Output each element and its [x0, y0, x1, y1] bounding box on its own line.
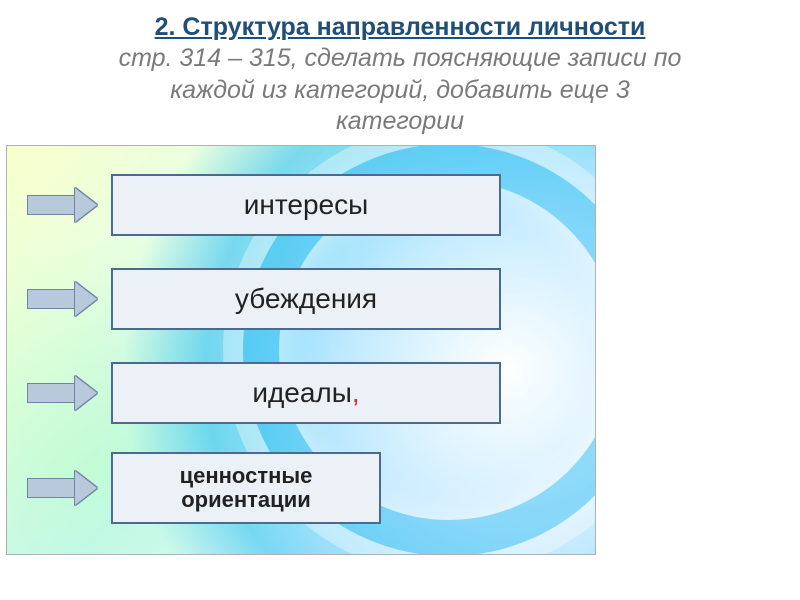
diagram-row: идеалы,	[27, 362, 501, 424]
diagram-wrap: интересы убеждения идеалы, ценностные ориен…	[0, 145, 800, 600]
category-box: идеалы,	[111, 362, 501, 424]
arrow-icon	[27, 471, 97, 505]
category-label: интересы	[244, 190, 368, 221]
diagram-row: ценностные ориентации	[27, 452, 381, 524]
category-label: идеалы	[252, 378, 352, 409]
category-box: убеждения	[111, 268, 501, 330]
diagram-row: интересы	[27, 174, 501, 236]
diagram-row: убеждения	[27, 268, 501, 330]
trailing-comma: ,	[352, 378, 360, 409]
slide-subtitle-line2: каждой из категорий, добавить еще 3	[40, 75, 760, 106]
structure-diagram: интересы убеждения идеалы, ценностные ориен…	[6, 145, 596, 555]
slide-subtitle-line3: категории	[40, 106, 760, 137]
category-label: убеждения	[235, 284, 377, 315]
slide-title: 2. Структура направленности личности	[40, 12, 760, 43]
heading-block: 2. Структура направленности личности стр…	[0, 0, 800, 145]
arrow-icon	[27, 188, 97, 222]
slide-subtitle-line1: стр. 314 – 315, сделать поясняющие запис…	[40, 43, 760, 74]
category-box: ценностные ориентации	[111, 452, 381, 524]
arrow-icon	[27, 282, 97, 316]
arrow-icon	[27, 376, 97, 410]
slide: 2. Структура направленности личности стр…	[0, 0, 800, 600]
category-label: ценностные ориентации	[113, 464, 379, 512]
category-box: интересы	[111, 174, 501, 236]
